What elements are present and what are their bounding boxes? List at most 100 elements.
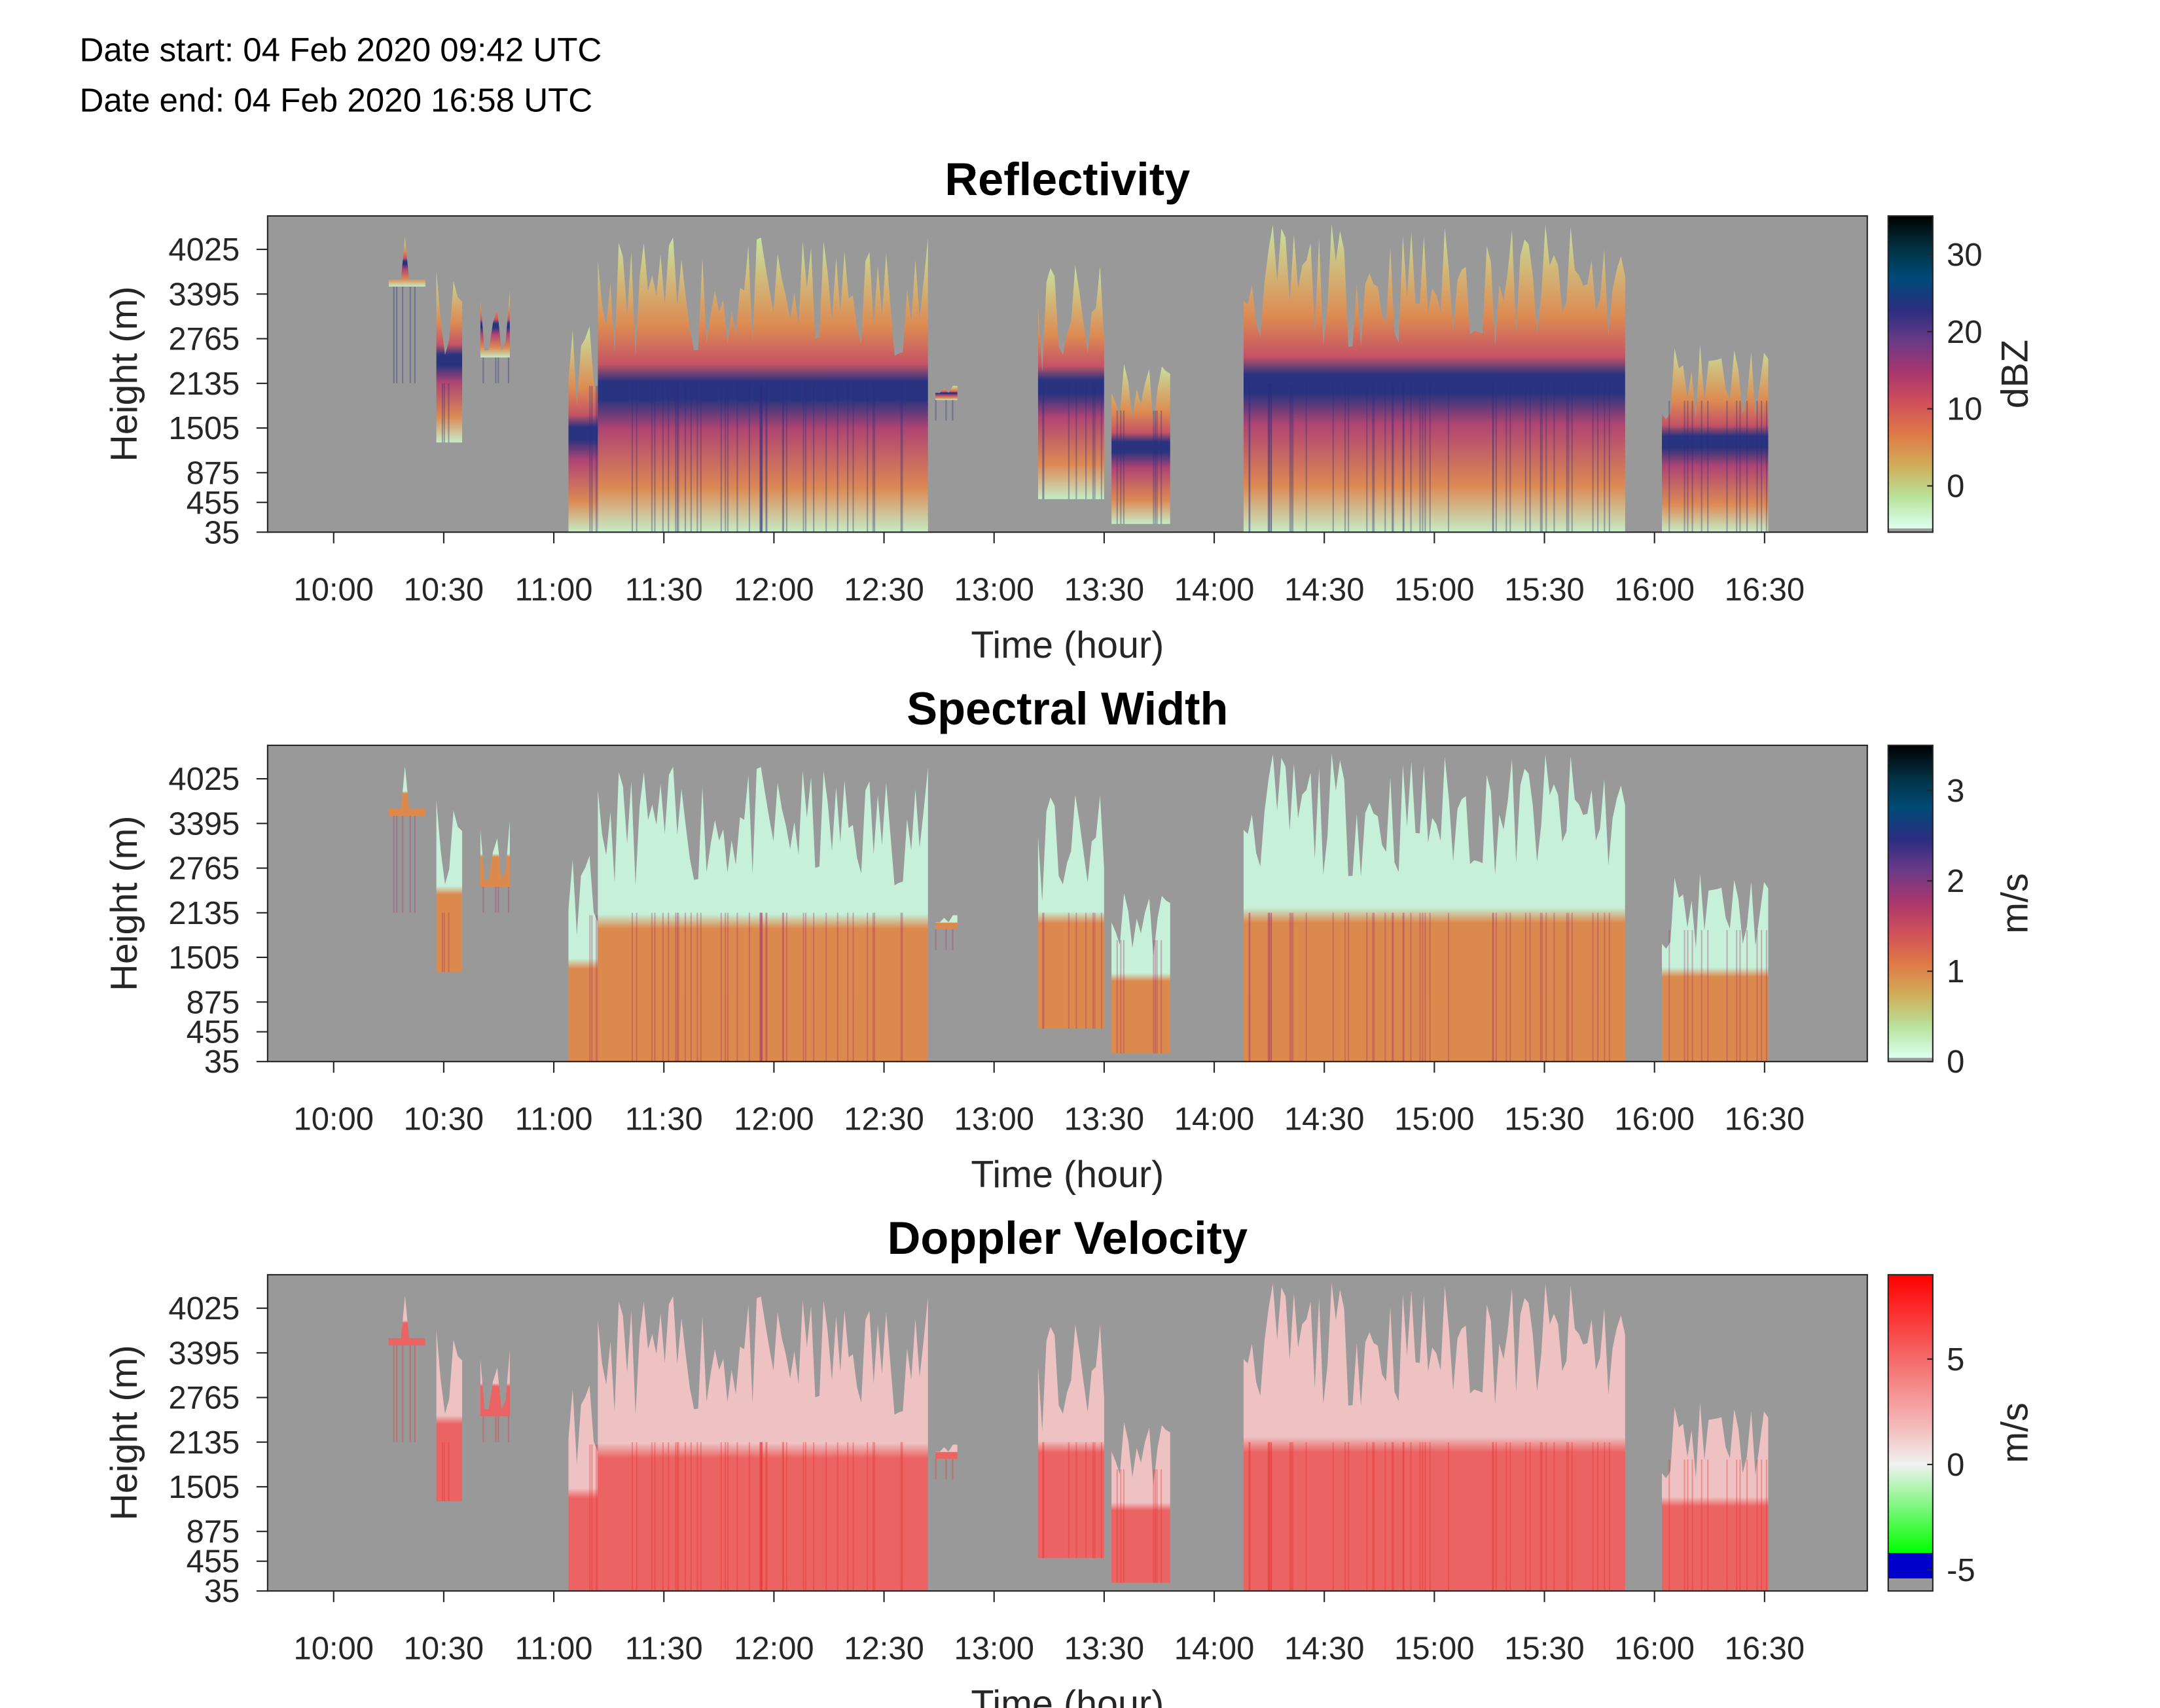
x-tick-label: 13:00 xyxy=(954,1631,1034,1666)
x-tick-label: 14:30 xyxy=(1284,573,1365,608)
plot-frame xyxy=(266,744,1868,1063)
y-tick-label: 4025 xyxy=(168,232,240,268)
y-tick-label: 875 xyxy=(187,1514,240,1550)
x-tick-label: 10:00 xyxy=(294,1631,374,1666)
x-tick-label: 14:00 xyxy=(1174,1102,1255,1137)
echo-region xyxy=(935,915,958,930)
echo-region xyxy=(436,1329,463,1502)
x-tick-label: 15:00 xyxy=(1394,1102,1475,1137)
x-tick-label: 10:00 xyxy=(294,573,374,608)
y-tick-label: 1505 xyxy=(168,411,240,446)
x-tick-label: 16:30 xyxy=(1725,1631,1805,1666)
echo-region xyxy=(1037,265,1104,499)
y-tick-label: 2135 xyxy=(168,1425,240,1461)
echo-region xyxy=(568,326,598,533)
echo-layer xyxy=(388,753,1769,1062)
plot-frame xyxy=(266,215,1868,533)
y-tick-label: 2765 xyxy=(168,322,240,357)
x-tick-label: 15:00 xyxy=(1394,573,1475,608)
echo-region xyxy=(480,1349,510,1417)
x-tick-label: 16:00 xyxy=(1614,1102,1695,1137)
x-tick-label: 10:30 xyxy=(404,1631,484,1666)
colorbar-label: m/s xyxy=(1994,873,2036,934)
y-tick-label: 35 xyxy=(204,515,240,550)
colorbar xyxy=(1887,215,1934,533)
colorbar-tick-label: 0 xyxy=(1947,1044,1964,1080)
x-tick-label: 10:00 xyxy=(294,1102,374,1137)
echo-region xyxy=(388,236,425,287)
echo-region xyxy=(935,385,958,400)
colorbar-tick-label: 3 xyxy=(1947,774,1964,809)
x-tick-label: 11:30 xyxy=(625,1102,703,1137)
y-tick-label: 2765 xyxy=(168,1381,240,1416)
x-tick-label: 15:30 xyxy=(1504,1631,1585,1666)
colorbar-tick-label: 20 xyxy=(1947,315,1982,350)
colorbar-tick-label: 5 xyxy=(1947,1342,1964,1378)
y-tick-label: 455 xyxy=(187,1015,240,1050)
y-tick-label: 35 xyxy=(204,1574,240,1609)
echo-region xyxy=(1662,344,1769,533)
y-tick-label: 1505 xyxy=(168,1470,240,1505)
y-tick-label: 35 xyxy=(204,1044,240,1080)
echo-region xyxy=(1111,1422,1170,1583)
colorbar-label: dBZ xyxy=(1994,340,2036,408)
x-tick-label: 14:30 xyxy=(1284,1102,1365,1137)
echo-region xyxy=(598,766,928,1062)
echo-region xyxy=(1037,794,1104,1029)
x-tick-label: 12:00 xyxy=(734,573,814,608)
y-tick-label: 455 xyxy=(187,1544,240,1580)
x-tick-label: 15:30 xyxy=(1504,573,1585,608)
echo-region xyxy=(1243,224,1625,533)
x-axis-label: Time (hour) xyxy=(971,1683,1164,1708)
y-tick-label: 875 xyxy=(187,455,240,491)
echo-region xyxy=(388,1295,425,1345)
x-tick-label: 11:00 xyxy=(515,1631,593,1666)
y-tick-label: 455 xyxy=(187,486,240,521)
echo-region xyxy=(935,1444,958,1459)
date-start: Date start: 04 Feb 2020 09:42 UTC xyxy=(79,31,602,69)
x-tick-label: 14:00 xyxy=(1174,1631,1255,1666)
x-axis-label: Time (hour) xyxy=(971,624,1164,666)
echo-region xyxy=(568,855,598,1062)
x-tick-label: 15:30 xyxy=(1504,1102,1585,1137)
y-tick-label: 2135 xyxy=(168,366,240,402)
x-tick-label: 12:30 xyxy=(844,573,924,608)
colorbar-tick-label: 10 xyxy=(1947,392,1982,427)
y-axis-label: Height (m) xyxy=(103,286,145,461)
x-axis-label: Time (hour) xyxy=(971,1154,1164,1196)
colorbar-label: m/s xyxy=(1994,1402,2036,1463)
echo-region xyxy=(1111,893,1170,1054)
echo-layer xyxy=(388,1283,1769,1592)
plot-frame xyxy=(266,1273,1868,1592)
echo-region xyxy=(598,237,928,533)
x-tick-label: 11:30 xyxy=(625,1631,703,1666)
x-tick-label: 16:30 xyxy=(1725,573,1805,608)
echo-region xyxy=(1037,1324,1104,1558)
echo-layer xyxy=(388,224,1769,533)
y-tick-label: 2135 xyxy=(168,896,240,931)
echo-region xyxy=(436,800,463,972)
y-tick-label: 4025 xyxy=(168,1291,240,1326)
panel-title: Doppler Velocity xyxy=(888,1212,1248,1264)
x-tick-label: 13:00 xyxy=(954,573,1034,608)
y-tick-label: 4025 xyxy=(168,762,240,797)
y-tick-label: 1505 xyxy=(168,940,240,976)
x-tick-label: 13:30 xyxy=(1064,573,1145,608)
x-tick-label: 13:30 xyxy=(1064,1102,1145,1137)
x-tick-label: 16:00 xyxy=(1614,1631,1695,1666)
colorbar-tick-label: -5 xyxy=(1947,1553,1975,1588)
panel-title: Spectral Width xyxy=(907,683,1228,734)
x-tick-label: 11:00 xyxy=(515,1102,593,1137)
echo-region xyxy=(1662,874,1769,1062)
x-tick-label: 13:00 xyxy=(954,1102,1034,1137)
x-tick-label: 12:00 xyxy=(734,1102,814,1137)
x-tick-label: 12:00 xyxy=(734,1631,814,1666)
panel-title: Reflectivity xyxy=(945,153,1190,205)
colorbar-tick-label: 30 xyxy=(1947,238,1982,273)
x-tick-label: 15:00 xyxy=(1394,1631,1475,1666)
y-axis-label: Height (m) xyxy=(103,815,145,991)
